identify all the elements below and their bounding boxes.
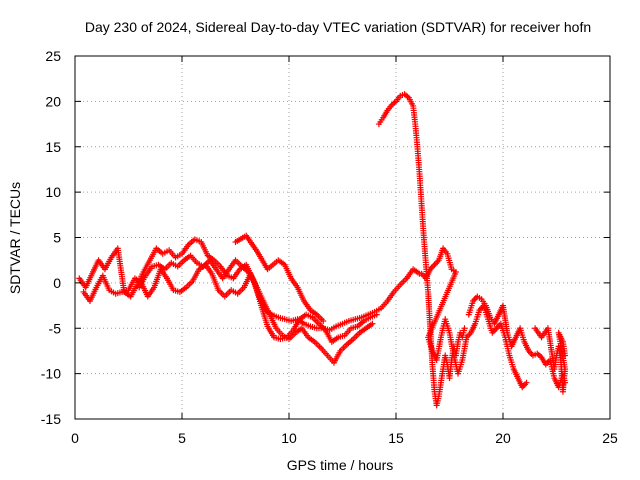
- x-tick-label: 0: [71, 430, 79, 446]
- data-point: [369, 320, 376, 327]
- x-axis-label: GPS time / hours: [287, 457, 394, 473]
- series-track-c: [136, 252, 380, 345]
- data-point: [523, 379, 530, 386]
- series-track-d: [232, 232, 327, 324]
- x-tick-label: 25: [602, 430, 618, 446]
- y-tick-label: -5: [49, 320, 62, 336]
- y-tick-label: 10: [45, 184, 61, 200]
- x-tick-label: 20: [495, 430, 511, 446]
- x-tick-label: 15: [388, 430, 404, 446]
- ticks-layer: 0 5 10 15 20 25 -15 -10 -5 0 5 10 15 20 25: [41, 48, 618, 446]
- series-track-h: [532, 325, 569, 395]
- y-tick-label: -10: [41, 366, 61, 382]
- x-tick-label: 5: [178, 430, 186, 446]
- series-track-f: [418, 245, 530, 391]
- data-point: [320, 317, 327, 324]
- grid-layer: [75, 56, 610, 419]
- y-tick-label: 15: [45, 139, 61, 155]
- y-tick-label: 5: [53, 230, 61, 246]
- data-point: [461, 325, 468, 332]
- y-tick-label: 20: [45, 93, 61, 109]
- y-tick-label: 25: [45, 48, 61, 64]
- x-tick-label: 10: [281, 430, 297, 446]
- series-track-e: [375, 91, 468, 409]
- series-track-g: [465, 293, 569, 391]
- points-layer: [76, 91, 569, 409]
- y-tick-label: -15: [41, 411, 61, 427]
- y-axis-label: SDTVAR / TECUs: [7, 182, 23, 294]
- chart-title: Day 230 of 2024, Sidereal Day-to-day VTE…: [85, 19, 591, 35]
- series-track-b: [80, 261, 376, 366]
- y-tick-label: 0: [53, 275, 61, 291]
- data-point: [562, 352, 569, 359]
- data-point: [373, 311, 380, 318]
